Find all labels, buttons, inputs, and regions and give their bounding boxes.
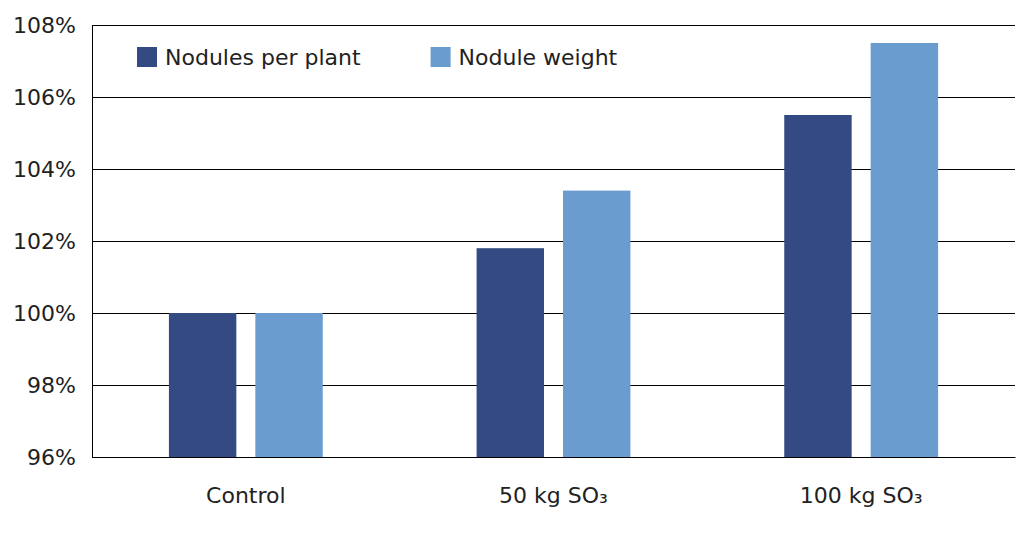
x-tick-label: 50 kg SO₃	[499, 483, 608, 508]
legend-item: Nodules per plant	[137, 45, 361, 70]
bar	[784, 115, 851, 457]
legend-label: Nodules per plant	[165, 45, 361, 70]
plot: 96% 98% 100% 102% 104% 106% 108% Control 50 kg S…	[13, 13, 1015, 508]
y-tick-label: 106%	[13, 85, 76, 110]
legend-item: Nodule weight	[431, 45, 618, 70]
y-axis-line	[92, 26, 93, 458]
legend-label: Nodule weight	[459, 45, 618, 70]
y-tick-label: 108%	[13, 13, 76, 38]
y-axis: 96% 98% 100% 102% 104% 106% 108%	[13, 13, 92, 470]
legend: Nodules per plant Nodule weight	[137, 45, 618, 70]
legend-swatch	[431, 47, 451, 67]
y-tick-label: 104%	[13, 157, 76, 182]
legend-swatch	[137, 47, 157, 67]
x-tick: Control	[206, 457, 286, 508]
grid	[92, 25, 1015, 457]
x-tick-label: 100 kg SO₃	[800, 483, 923, 508]
x-tick-label: Control	[206, 483, 286, 508]
bar	[477, 248, 544, 457]
y-tick: 108%	[13, 13, 92, 38]
y-tick: 102%	[13, 229, 92, 254]
x-axis: Control 50 kg SO₃ 100 kg SO₃	[93, 457, 1016, 508]
grid-line	[92, 25, 1015, 26]
bar	[871, 43, 938, 457]
bar	[563, 191, 630, 457]
y-tick: 98%	[27, 373, 92, 398]
bars	[169, 43, 938, 457]
y-tick-label: 102%	[13, 229, 76, 254]
x-tick: 100 kg SO₃	[800, 457, 923, 508]
y-tick: 100%	[13, 301, 92, 326]
x-axis-line	[93, 457, 1016, 458]
y-tick: 104%	[13, 157, 92, 182]
y-tick-label: 100%	[13, 301, 76, 326]
bar	[169, 313, 236, 457]
y-tick-label: 98%	[27, 373, 76, 398]
y-tick-label: 96%	[27, 445, 76, 470]
chart: 96% 98% 100% 102% 104% 106% 108% Control 50 kg S…	[0, 0, 1024, 533]
y-tick: 106%	[13, 85, 92, 110]
bar	[255, 313, 322, 457]
x-tick: 50 kg SO₃	[499, 457, 608, 508]
y-tick: 96%	[27, 445, 92, 470]
